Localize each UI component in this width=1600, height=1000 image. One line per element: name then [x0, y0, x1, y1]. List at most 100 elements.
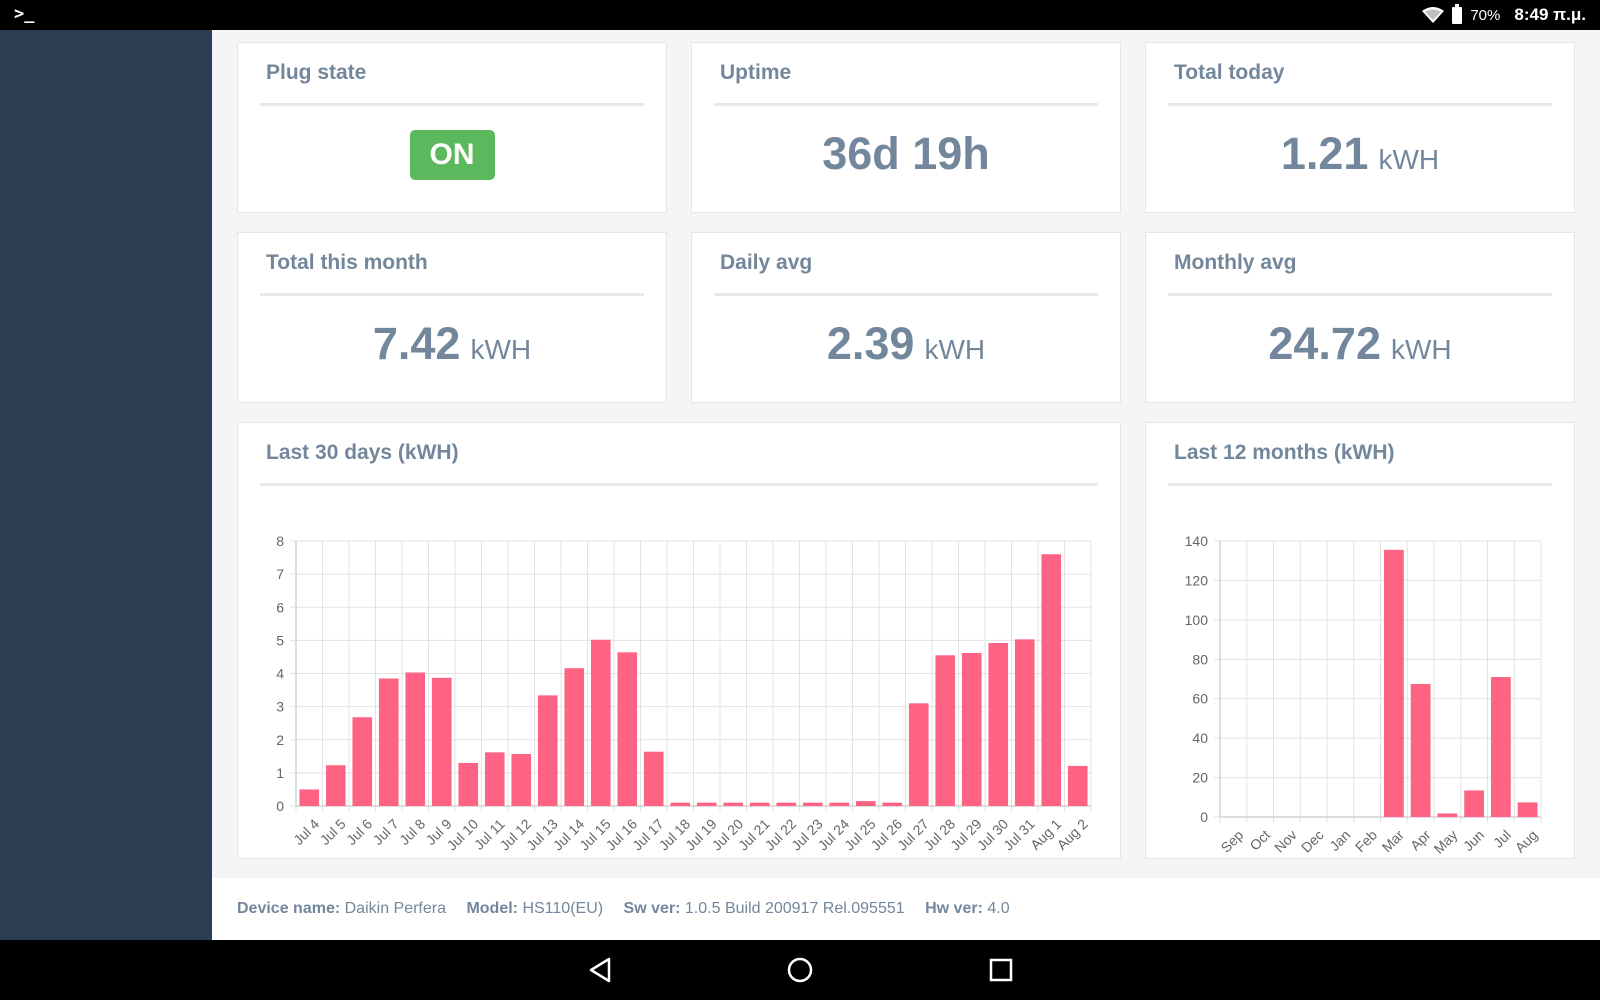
- divider: [714, 293, 1098, 296]
- bar: [458, 762, 479, 806]
- x-tick-label: Jul 4: [290, 816, 322, 848]
- model-label: Model:: [466, 900, 518, 917]
- bar: [882, 802, 903, 806]
- y-tick-label: 60: [1192, 691, 1208, 707]
- bar: [802, 802, 823, 806]
- model-info: Model: HS110(EU): [466, 900, 603, 917]
- bar: [1067, 765, 1088, 806]
- bar: [855, 801, 876, 806]
- plug-state-card: Plug state ON: [237, 42, 667, 213]
- y-tick-label: 1: [276, 765, 284, 781]
- x-tick-label: Nov: [1271, 827, 1300, 856]
- y-tick-label: 120: [1185, 572, 1209, 588]
- bar: [829, 802, 850, 806]
- model-value: HS110(EU): [522, 900, 604, 917]
- card-title: Plug state: [266, 61, 367, 84]
- status-bar: >_ 70% 8:49 π.μ.: [0, 0, 1600, 30]
- bar: [1410, 683, 1431, 817]
- x-tick-label: Jul 7: [370, 816, 402, 848]
- card-title: Uptime: [720, 61, 792, 84]
- card-title: Total today: [1174, 61, 1285, 84]
- divider: [260, 293, 644, 296]
- divider: [714, 103, 1098, 106]
- value-unit: kWH: [470, 334, 532, 365]
- battery-level: 70%: [1470, 6, 1501, 24]
- value-number: 1.21: [1280, 128, 1369, 179]
- home-circle-icon[interactable]: [780, 950, 820, 990]
- bar: [378, 678, 399, 806]
- bar: [352, 717, 373, 806]
- total-month-value: 7.42 kWH: [238, 318, 666, 370]
- bar: [1437, 813, 1458, 817]
- x-tick-label: Mar: [1379, 827, 1408, 856]
- monthly-avg-card: Monthly avg 24.72 kWH: [1145, 232, 1575, 403]
- x-tick-label: Jul 5: [317, 816, 349, 848]
- bar: [749, 802, 770, 806]
- device-info-row: Device name: Daikin Perfera Model: HS110…: [237, 900, 1026, 918]
- divider: [260, 103, 644, 106]
- y-tick-label: 4: [276, 666, 284, 682]
- hw-version-value: 4.0: [987, 900, 1010, 917]
- uptime-value: 36d 19h: [692, 128, 1120, 180]
- y-tick-label: 140: [1185, 533, 1209, 549]
- y-tick-label: 40: [1192, 730, 1208, 746]
- device-name-info: Device name: Daikin Perfera: [237, 900, 446, 917]
- y-tick-label: 20: [1192, 770, 1208, 786]
- y-tick-label: 80: [1192, 651, 1208, 667]
- x-tick-label: Aug 2: [1054, 816, 1091, 853]
- bar: [1383, 549, 1404, 817]
- y-tick-label: 100: [1185, 612, 1209, 628]
- bar: [670, 802, 691, 806]
- y-tick-label: 0: [1200, 809, 1208, 825]
- x-tick-label: Sep: [1217, 827, 1246, 856]
- total-month-card: Total this month 7.42 kWH: [237, 232, 667, 403]
- bar: [590, 639, 611, 806]
- y-tick-label: 5: [276, 632, 284, 648]
- x-tick-label: Jan: [1326, 827, 1353, 854]
- wifi-icon: [1422, 7, 1445, 23]
- x-tick-label: Oct: [1246, 827, 1273, 854]
- value-unit: kWH: [924, 334, 986, 365]
- sw-version-value: 1.0.5 Build 200917 Rel.095551: [684, 900, 905, 917]
- value-unit: kWH: [1390, 334, 1452, 365]
- y-tick-label: 2: [276, 732, 284, 748]
- bar: [617, 652, 638, 806]
- clock: 8:49 π.μ.: [1514, 5, 1586, 24]
- value-number: 7.42: [372, 318, 461, 369]
- bar: [1041, 554, 1062, 806]
- sidebar: [0, 30, 212, 940]
- value-number: 24.72: [1268, 318, 1381, 369]
- recents-square-icon[interactable]: [981, 950, 1021, 990]
- divider: [1168, 103, 1552, 106]
- y-tick-label: 0: [276, 798, 284, 814]
- y-tick-label: 3: [276, 699, 284, 715]
- hw-version-info: Hw ver: 4.0: [925, 900, 1010, 917]
- bar: [484, 752, 505, 806]
- hw-version-label: Hw ver:: [925, 900, 983, 917]
- bar: [325, 765, 346, 806]
- card-title: Daily avg: [720, 251, 813, 274]
- bar: [405, 672, 426, 806]
- bar: [643, 751, 664, 806]
- divider: [1168, 293, 1552, 296]
- back-triangle-icon[interactable]: [580, 950, 620, 990]
- x-tick-label: Aug: [1512, 827, 1541, 856]
- uptime-number: 36d 19h: [822, 128, 990, 179]
- bar: [935, 655, 956, 806]
- last-12-months-card: Last 12 months (kWH) 0 20 40 60 80 100 120 140 S…: [1145, 422, 1575, 859]
- y-tick-label: 6: [276, 599, 284, 615]
- bar: [988, 643, 1009, 806]
- uptime-card: Uptime 36d 19h: [691, 42, 1121, 213]
- x-tick-label: Jul: [1490, 827, 1514, 851]
- dashboard-main: Plug state ON Uptime 36d 19h Total today…: [212, 30, 1600, 878]
- navigation-bar: [0, 940, 1600, 1000]
- total-today-card: Total today 1.21 kWH: [1145, 42, 1575, 213]
- plug-on-badge[interactable]: ON: [409, 130, 495, 180]
- device-name-value: Daikin Perfera: [344, 900, 446, 917]
- x-tick-label: Jun: [1460, 827, 1487, 854]
- bar: [961, 652, 982, 806]
